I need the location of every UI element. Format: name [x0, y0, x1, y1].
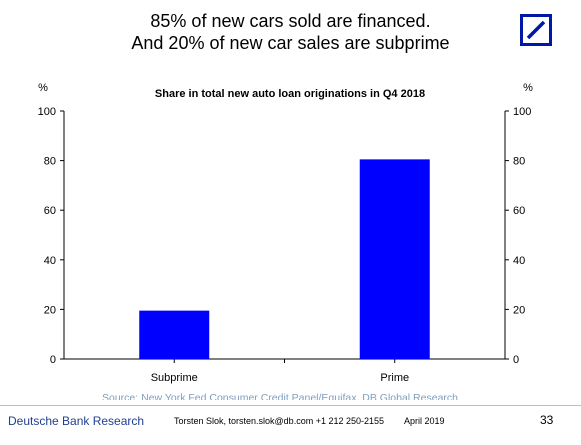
y-tick-label-right: 20 — [513, 304, 525, 316]
headline-line-1: 85% of new cars sold are financed. — [150, 11, 431, 31]
headline-line-2: And 20% of new car sales are subprime — [131, 33, 450, 53]
deutsche-bank-logo-icon — [520, 14, 552, 46]
y-tick-label-left: 60 — [44, 205, 56, 217]
footer-divider — [0, 405, 581, 406]
bar-subprime — [139, 310, 210, 359]
page-number: 33 — [540, 413, 554, 427]
footer-contact: Torsten Slok, torsten.slok@db.com +1 212… — [174, 416, 385, 426]
chart-title: Share in total new auto loan origination… — [155, 88, 425, 100]
footer-date: April 2019 — [404, 416, 445, 426]
y-axis-unit-right: % — [523, 82, 533, 94]
y-tick-label-left: 100 — [38, 106, 56, 118]
y-axis-unit-left: % — [38, 82, 48, 94]
headline: 85% of new cars sold are financed. And 2… — [0, 10, 581, 54]
x-tick-label-prime: Prime — [380, 372, 409, 384]
y-tick-label-left: 40 — [44, 255, 56, 267]
bar-chart: Share in total new auto loan origination… — [38, 82, 533, 400]
chart-source: Source: New York Fed Consumer Credit Pan… — [102, 392, 458, 400]
y-tick-label-right: 80 — [513, 156, 525, 168]
bar-prime — [359, 159, 430, 359]
y-tick-label-left: 0 — [50, 354, 56, 366]
y-tick-label-right: 60 — [513, 205, 525, 217]
y-tick-label-right: 100 — [513, 106, 531, 118]
y-tick-label-left: 80 — [44, 156, 56, 168]
y-tick-label-left: 20 — [44, 304, 56, 316]
y-tick-label-right: 40 — [513, 255, 525, 267]
x-tick-label-subprime: Subprime — [151, 372, 198, 384]
y-tick-label-right: 0 — [513, 354, 519, 366]
footer-brand: Deutsche Bank Research — [8, 414, 145, 428]
